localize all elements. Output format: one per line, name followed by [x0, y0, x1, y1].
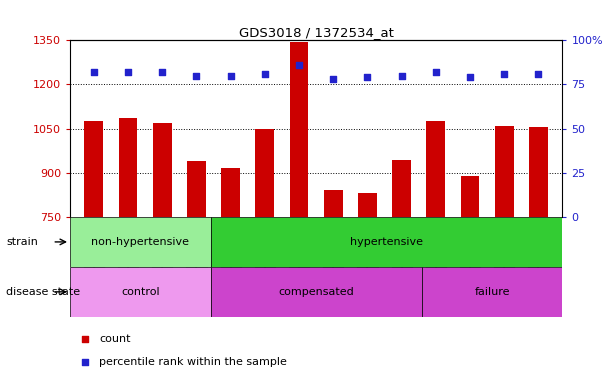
Bar [210, 267, 422, 317]
Bar [153, 123, 171, 217]
Point [123, 69, 133, 75]
Text: non-hypertensive: non-hypertensive [91, 237, 189, 247]
Bar [461, 176, 480, 217]
Point [157, 69, 167, 75]
Text: failure: failure [474, 287, 510, 297]
Bar [358, 193, 377, 217]
Bar [70, 217, 210, 267]
Text: control: control [121, 287, 159, 297]
Bar [426, 121, 445, 217]
Point [80, 359, 89, 365]
Bar [85, 121, 103, 217]
Text: hypertensive: hypertensive [350, 237, 423, 247]
Text: strain: strain [6, 237, 38, 247]
Bar [529, 127, 548, 217]
Bar [119, 118, 137, 217]
Bar [422, 267, 562, 317]
Point [260, 71, 270, 77]
Bar [495, 126, 514, 217]
Point [431, 69, 441, 75]
Point [465, 74, 475, 81]
Bar [221, 169, 240, 217]
Text: compensated: compensated [278, 287, 354, 297]
Bar [210, 217, 562, 267]
Point [89, 69, 98, 75]
Title: GDS3018 / 1372534_at: GDS3018 / 1372534_at [239, 26, 393, 39]
Bar [289, 42, 308, 217]
Point [397, 73, 407, 79]
Point [499, 71, 509, 77]
Point [294, 62, 304, 68]
Text: percentile rank within the sample: percentile rank within the sample [100, 357, 288, 367]
Bar [324, 190, 343, 217]
Point [534, 71, 544, 77]
Bar [255, 129, 274, 217]
Bar [187, 161, 206, 217]
Point [362, 74, 372, 81]
Text: count: count [100, 334, 131, 344]
Text: disease state: disease state [6, 287, 80, 297]
Point [192, 73, 201, 79]
Point [80, 336, 89, 342]
Point [226, 73, 235, 79]
Point [328, 76, 338, 82]
Bar [392, 160, 411, 217]
Bar [70, 267, 210, 317]
